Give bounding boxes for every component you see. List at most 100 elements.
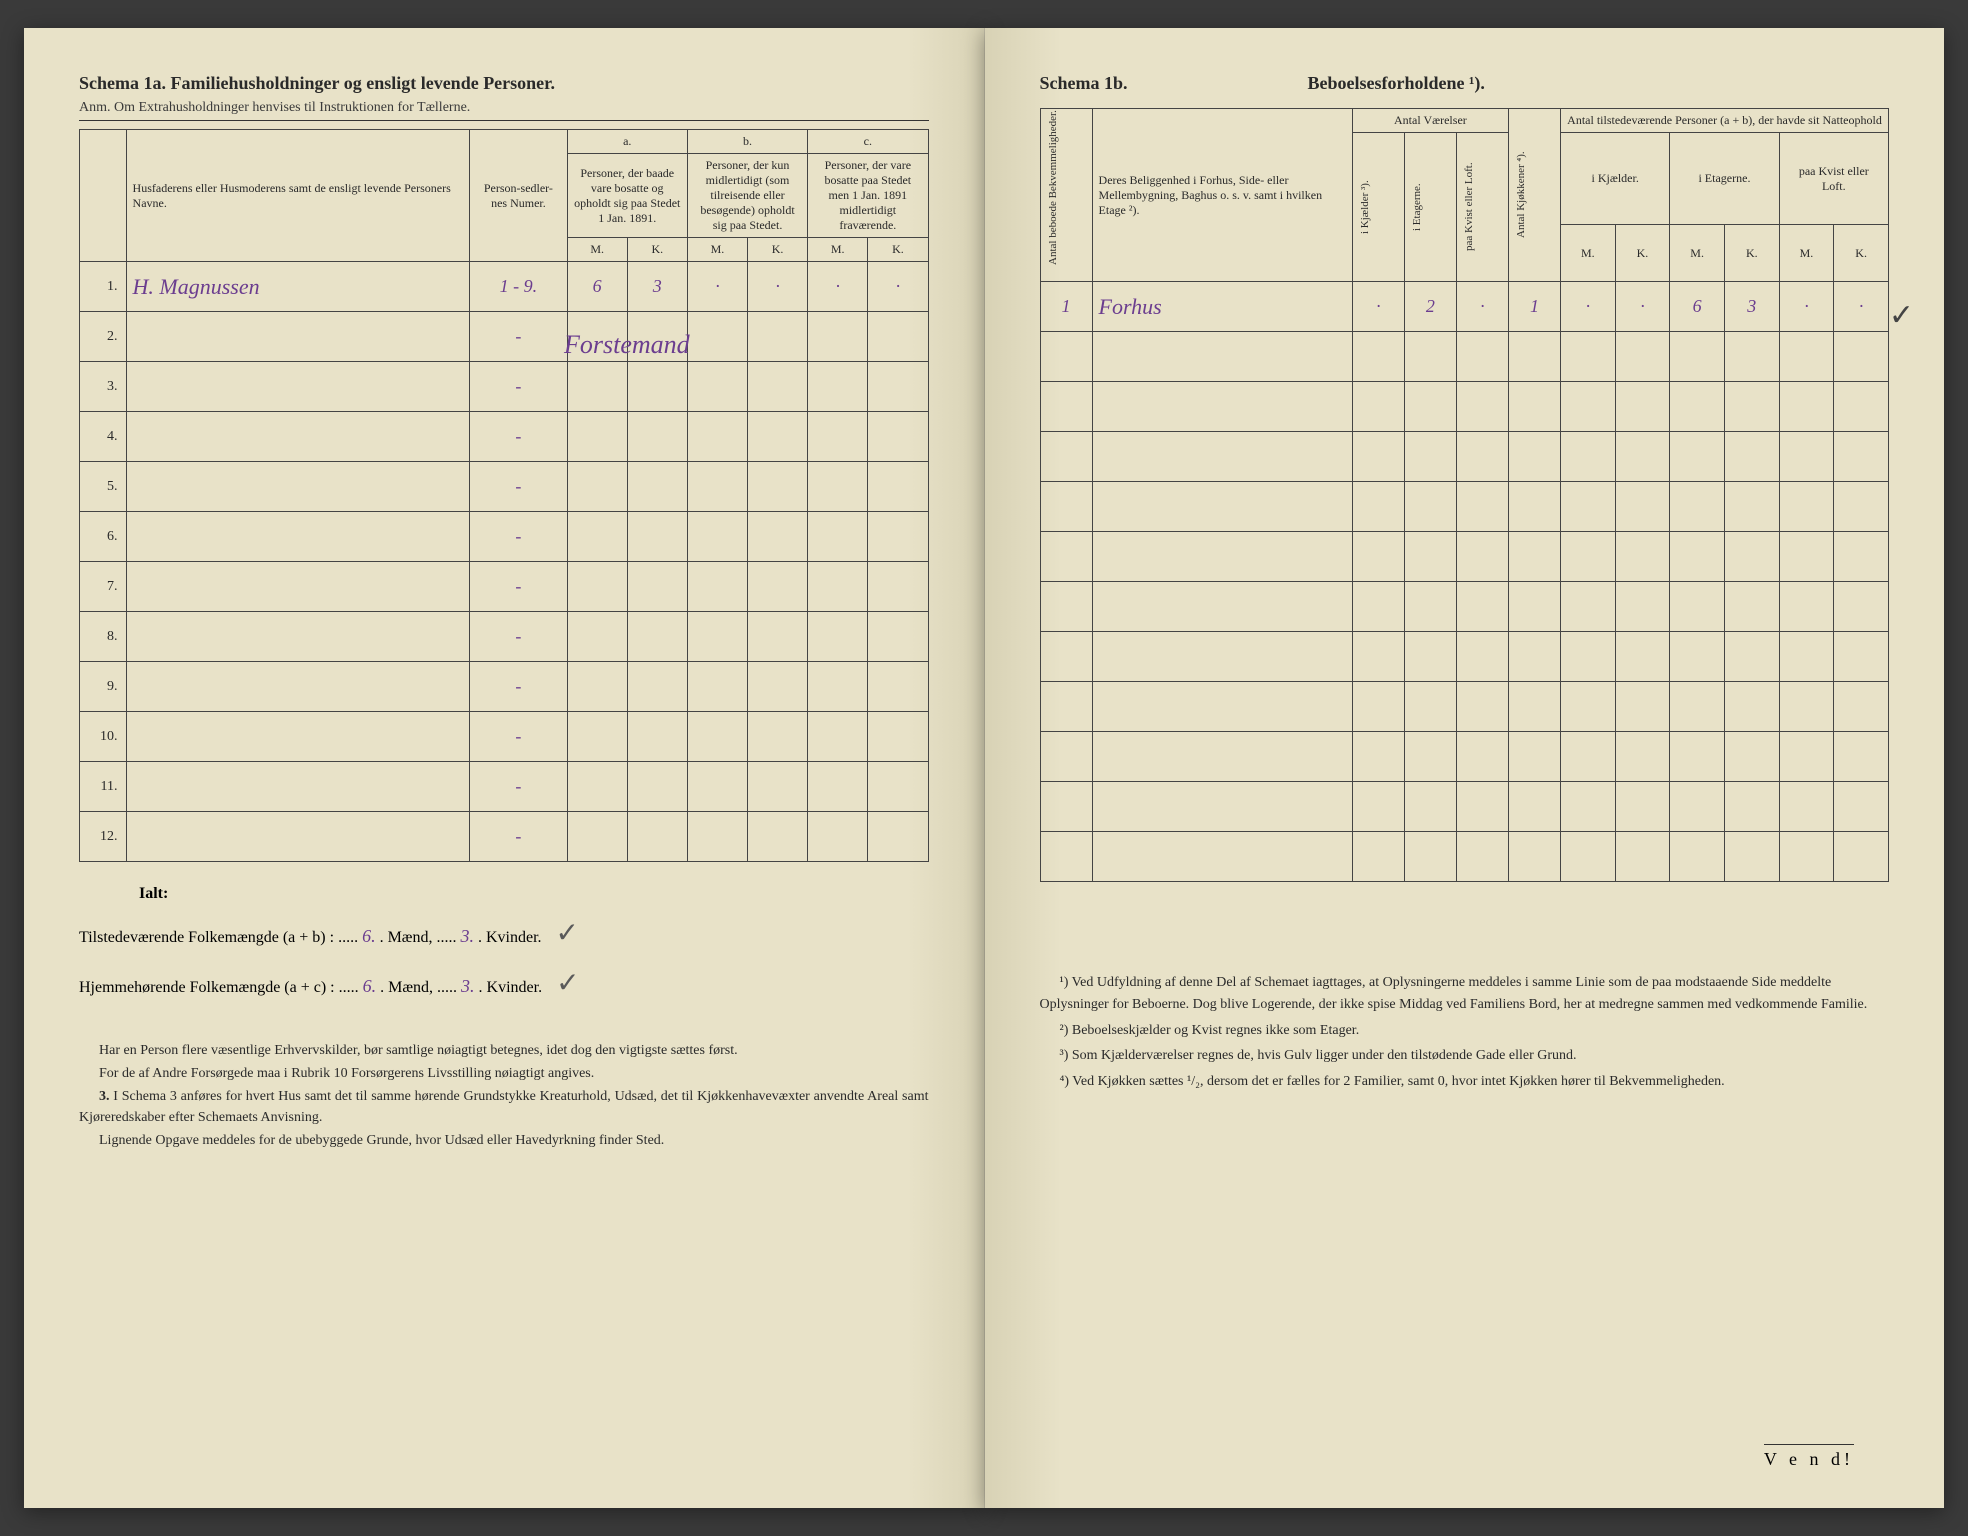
- cell: [808, 312, 868, 362]
- cell: [687, 362, 747, 412]
- cell: 5.: [80, 462, 127, 512]
- table-row: 4.-: [80, 412, 929, 462]
- cell: [868, 412, 928, 462]
- cell: [126, 462, 470, 512]
- cell: [1404, 332, 1456, 382]
- footnote-3: ³) Som Kjælderværelser regnes de, hvis G…: [1040, 1045, 1890, 1067]
- footnote-1: ¹) Ved Udfyldning af denne Del af Schema…: [1040, 972, 1890, 1017]
- cell: [808, 512, 868, 562]
- cell: [868, 812, 928, 862]
- cell: [1508, 382, 1560, 432]
- cell: [1508, 832, 1560, 882]
- cell: [687, 562, 747, 612]
- table-row: 10.-: [80, 712, 929, 762]
- cell: [1779, 382, 1834, 432]
- vend-label: V e n d!: [1764, 1444, 1854, 1470]
- table-row: [1040, 432, 1889, 482]
- cell: [567, 812, 627, 862]
- cell: [687, 462, 747, 512]
- cell: [1508, 482, 1560, 532]
- cell: [1404, 482, 1456, 532]
- cell: [1724, 732, 1779, 782]
- table-row: [1040, 582, 1889, 632]
- cell: 6: [1670, 282, 1725, 332]
- cell: [1092, 482, 1352, 532]
- totals-block: Ialt: Tilstedeværende Folkemængde (a + b…: [79, 880, 929, 1010]
- cell: [1834, 432, 1889, 482]
- cell: 12.: [80, 812, 127, 862]
- cell: [1040, 332, 1092, 382]
- cell: 1: [1508, 282, 1560, 332]
- cell: [748, 712, 808, 762]
- cell: [126, 662, 470, 712]
- cell: [567, 612, 627, 662]
- cell: [1670, 582, 1725, 632]
- cell: [126, 412, 470, 462]
- cell: [1670, 432, 1725, 482]
- cell: [1779, 832, 1834, 882]
- cell: ·: [1352, 282, 1404, 332]
- left-page: Schema 1a. Familiehusholdninger og ensli…: [24, 28, 985, 1508]
- cell: [1352, 482, 1404, 532]
- cell: [808, 462, 868, 512]
- cell: [748, 812, 808, 862]
- cell: ·: [1834, 282, 1889, 332]
- cell: [1092, 832, 1352, 882]
- col-b: Personer, der kun midlertidigt (som tilr…: [687, 154, 807, 238]
- cell: [748, 612, 808, 662]
- cell: [808, 362, 868, 412]
- cell: [126, 812, 470, 862]
- footnote-2: ²) Beboelseskjælder og Kvist regnes ikke…: [1040, 1020, 1890, 1042]
- cell: 1.: [80, 262, 127, 312]
- table-row: 1.H. Magnussen1 - 9.63····: [80, 262, 929, 312]
- cell: [1456, 582, 1508, 632]
- cell: [567, 412, 627, 462]
- col-ieM: M.: [1670, 225, 1725, 282]
- col-ieK: K.: [1724, 225, 1779, 282]
- cell: [1040, 832, 1092, 882]
- cell: [1456, 732, 1508, 782]
- col-numer: Person-sedler-nes Numer.: [470, 130, 567, 262]
- cell: [1834, 632, 1889, 682]
- cell: -: [470, 462, 567, 512]
- cell: [1561, 382, 1616, 432]
- table-row: 12. -: [80, 812, 929, 862]
- cell: 2.: [80, 312, 127, 362]
- col-pkvist: paa Kvist eller Loft.: [1779, 133, 1888, 225]
- cell: [1724, 782, 1779, 832]
- col-aM: M.: [567, 238, 627, 262]
- cell: [1092, 332, 1352, 382]
- cell: [1724, 382, 1779, 432]
- cell: 3: [627, 262, 687, 312]
- cell: [868, 712, 928, 762]
- total1-prefix: Tilstedeværende Folkemængde (a + b) : ..…: [79, 929, 358, 946]
- cell: [1615, 632, 1670, 682]
- cell: [1404, 582, 1456, 632]
- cell: [687, 312, 747, 362]
- cell: -: [470, 362, 567, 412]
- cell: [1040, 432, 1092, 482]
- cell: [567, 362, 627, 412]
- cell: [627, 512, 687, 562]
- col-bM: M.: [687, 238, 747, 262]
- cell: [1040, 732, 1092, 782]
- handwritten-overwrite: Forstemand: [564, 330, 690, 360]
- total1-mid: . Mænd, .....: [380, 929, 457, 946]
- cell: -: [470, 662, 567, 712]
- col-etag: i Etagerne.: [1411, 137, 1423, 277]
- table-row: 3.-: [80, 362, 929, 412]
- cell: [1092, 782, 1352, 832]
- table-row: 8.-: [80, 612, 929, 662]
- cell: ·: [808, 262, 868, 312]
- check-mark-2: ✓: [546, 968, 579, 999]
- cell: [1508, 632, 1560, 682]
- cell: [1561, 632, 1616, 682]
- cell: [1670, 532, 1725, 582]
- cell: 6: [567, 262, 627, 312]
- cell: 2: [1404, 282, 1456, 332]
- cell: [1352, 632, 1404, 682]
- cell: [627, 362, 687, 412]
- cell: -: [470, 812, 567, 862]
- cell: [687, 712, 747, 762]
- cell: [1724, 532, 1779, 582]
